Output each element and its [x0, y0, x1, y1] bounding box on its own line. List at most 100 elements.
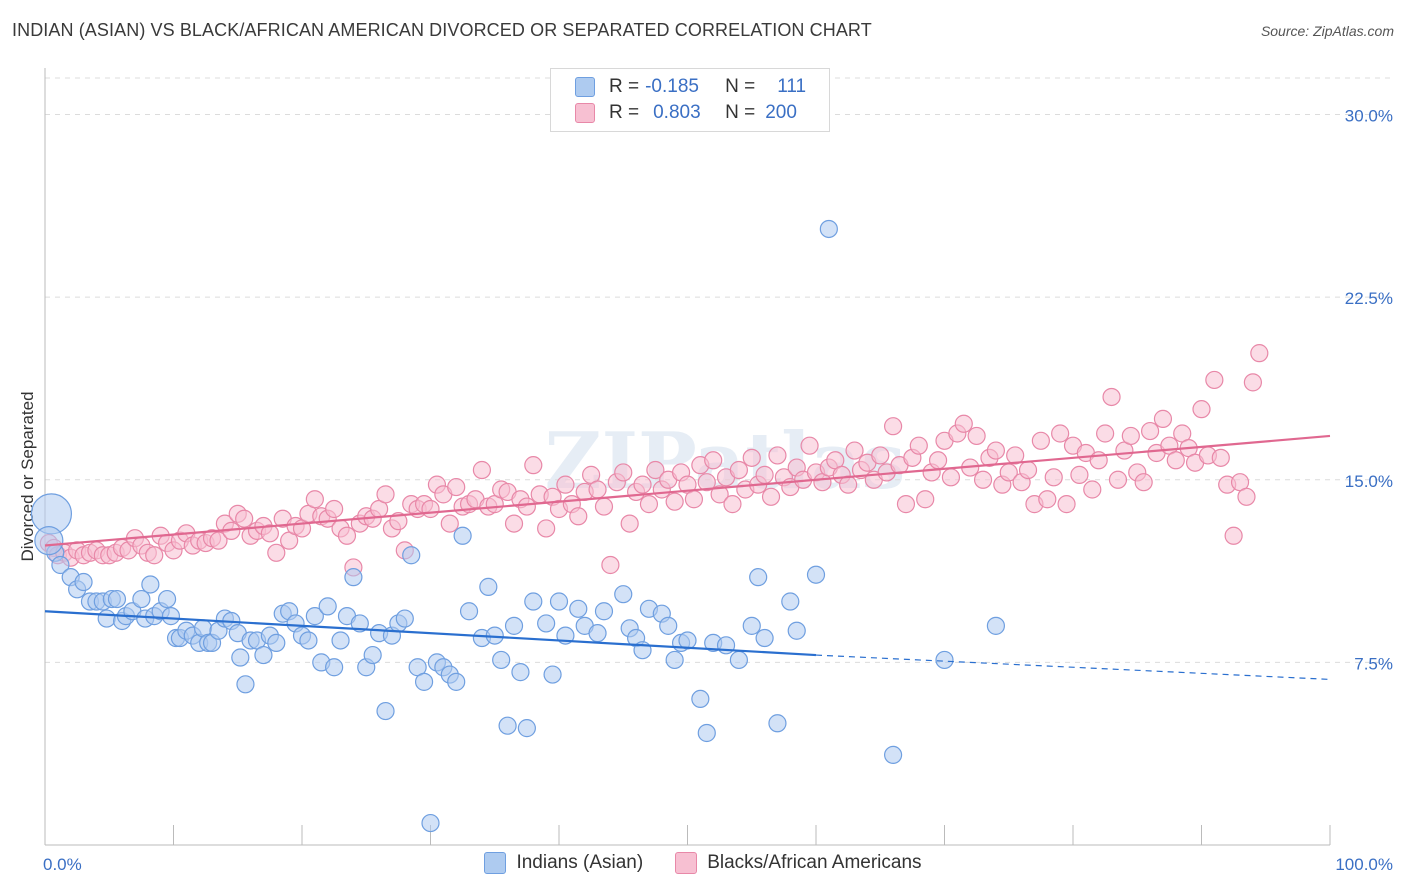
blacks-point	[1057, 495, 1076, 514]
indians-point	[157, 589, 177, 609]
blacks-point	[209, 531, 228, 550]
blacks-point	[742, 448, 761, 467]
blacks-legend-swatch	[675, 852, 698, 874]
blacks-point	[472, 460, 491, 480]
blacks-point	[973, 470, 993, 489]
blacks-swatch	[575, 103, 595, 123]
blacks-point	[1108, 470, 1128, 489]
indians-point	[34, 526, 64, 556]
blacks-point	[504, 514, 524, 533]
indians-swatch	[575, 77, 595, 97]
indians-point	[51, 555, 70, 575]
blacks-point	[761, 487, 781, 506]
r-label: R =	[609, 102, 640, 123]
blacks-point	[421, 499, 440, 519]
indians-point	[729, 650, 749, 670]
y-tick-label: 15.0%	[1345, 472, 1393, 491]
blacks-point	[710, 485, 729, 504]
blacks-point	[517, 497, 536, 516]
blacks-point	[376, 485, 395, 504]
n-label: N =	[725, 102, 756, 123]
indians-point	[614, 585, 633, 604]
stats-row-indians: R = -0.185 N = 111	[575, 75, 806, 99]
blacks-point	[639, 495, 659, 514]
indians-point	[755, 628, 774, 648]
blacks-point	[646, 460, 665, 480]
blacks-point	[941, 468, 961, 487]
blacks-point	[755, 465, 774, 484]
indians-point	[325, 658, 344, 677]
blacks-point	[1140, 421, 1160, 441]
indians-point	[537, 614, 556, 633]
blacks-point	[1070, 465, 1089, 484]
indians-point	[549, 592, 569, 611]
blacks-point	[633, 475, 652, 494]
blacks-point	[588, 480, 607, 499]
indians-point	[543, 665, 562, 684]
r-label: R =	[609, 76, 640, 97]
blacks-point	[1211, 448, 1230, 467]
indians-point	[447, 672, 466, 691]
blacks-point	[614, 463, 633, 482]
indians-point	[768, 714, 787, 733]
blacks-trend-line	[44, 434, 1331, 547]
blacks-point	[916, 490, 935, 509]
indians-point	[376, 701, 395, 721]
indians-point	[659, 616, 678, 635]
blacks-point	[569, 507, 588, 526]
blacks-point	[697, 473, 716, 492]
indians-point	[588, 624, 607, 643]
indians-point	[395, 609, 414, 628]
indians-point	[402, 546, 421, 565]
blacks-point	[524, 456, 543, 475]
indians-point	[517, 719, 536, 738]
indians-point	[594, 602, 614, 621]
n-value: 111	[777, 76, 807, 97]
blacks-point	[1166, 451, 1185, 470]
blacks-point	[871, 446, 890, 465]
blacks-point	[1121, 426, 1140, 446]
legend-label-indians: Indians (Asian)	[516, 852, 644, 873]
indians-point	[749, 568, 768, 587]
indians-point	[421, 813, 440, 833]
blacks-point	[839, 475, 858, 494]
indians-point	[459, 602, 479, 621]
blacks-point	[1051, 424, 1070, 443]
y-axis-label: Divorced or Separated	[18, 391, 37, 561]
r-value: -0.185	[645, 76, 699, 97]
indians-point	[74, 572, 93, 592]
indians-point	[883, 745, 903, 765]
indians-point	[236, 675, 255, 694]
blacks-point	[1038, 490, 1057, 509]
blacks-point	[235, 509, 254, 528]
indians-point	[665, 650, 684, 670]
indians-point	[107, 589, 127, 609]
blacks-point	[883, 417, 903, 436]
blacks-point	[620, 514, 639, 533]
blacks-point	[594, 497, 614, 516]
blacks-point	[305, 490, 324, 509]
blacks-point	[1243, 373, 1263, 392]
blacks-point	[986, 441, 1006, 460]
indians-point	[344, 568, 363, 587]
indians-point	[781, 592, 800, 611]
n-label: N =	[725, 76, 756, 97]
blacks-point	[1224, 526, 1243, 545]
indians-legend-swatch	[484, 852, 507, 874]
blacks-point	[684, 490, 704, 509]
indians-point	[479, 577, 498, 596]
indians-point	[691, 689, 710, 709]
indians-point	[318, 597, 337, 616]
indians-point	[492, 650, 511, 670]
blacks-point	[440, 514, 459, 533]
indians-point	[350, 614, 369, 633]
blacks-point	[337, 526, 357, 545]
indians-trend-line	[44, 610, 817, 657]
blacks-point	[729, 460, 749, 480]
indians-point	[97, 609, 116, 628]
blacks-point	[967, 426, 986, 446]
legend-label-blacks: Blacks/African Americans	[707, 852, 922, 873]
x-tick-label: 100.0%	[1335, 855, 1393, 874]
indians-point	[254, 645, 273, 665]
indians-point	[414, 672, 434, 691]
